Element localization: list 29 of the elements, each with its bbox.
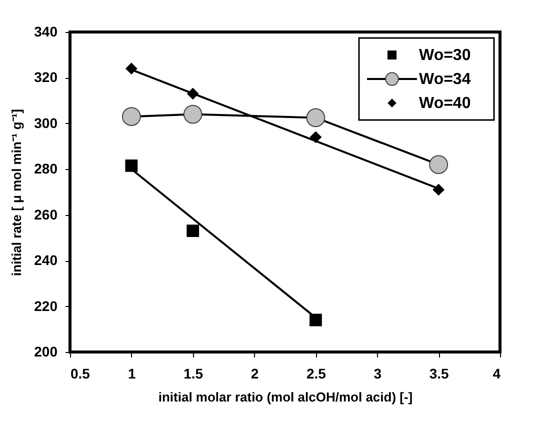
- x-tick-label: 2.5: [306, 366, 326, 382]
- x-tick-label: 0.5: [70, 366, 90, 382]
- y-tick-label: 240: [34, 252, 58, 268]
- x-tick-label: 3: [374, 366, 382, 382]
- point: [429, 155, 448, 174]
- y-tick-label: 320: [34, 69, 58, 86]
- x-tick-label: 1: [128, 366, 136, 382]
- y-tick-label: 300: [34, 114, 58, 131]
- point: [183, 104, 202, 124]
- y-tick-label: 340: [34, 24, 58, 40]
- x-axis-title: initial molar ratio (mol alcOH/mol acid) [-]: [158, 390, 413, 404]
- y-tick-label: 260: [34, 206, 58, 222]
- legend-label: Wo=40: [419, 95, 471, 112]
- x-tick-label: 1.5: [184, 366, 204, 382]
- x-tick-label: 2: [250, 366, 259, 382]
- legend-label: Wo=34: [419, 71, 471, 88]
- point: [432, 184, 444, 196]
- y-tick-label: 280: [34, 160, 58, 177]
- point: [186, 224, 200, 238]
- x-tick-label: 4: [492, 366, 501, 382]
- y-axis-title: initial rate [ μ mol min⁻¹ g⁻¹]: [9, 109, 24, 276]
- y-tick-label: 220: [34, 298, 58, 314]
- point: [122, 107, 141, 126]
- point: [310, 314, 322, 326]
- point: [125, 160, 138, 172]
- legend-label: Wo=30: [419, 47, 471, 64]
- x-tick-label: 3.5: [429, 366, 450, 382]
- y-tick-label: 200: [34, 344, 58, 360]
- point: [306, 108, 326, 128]
